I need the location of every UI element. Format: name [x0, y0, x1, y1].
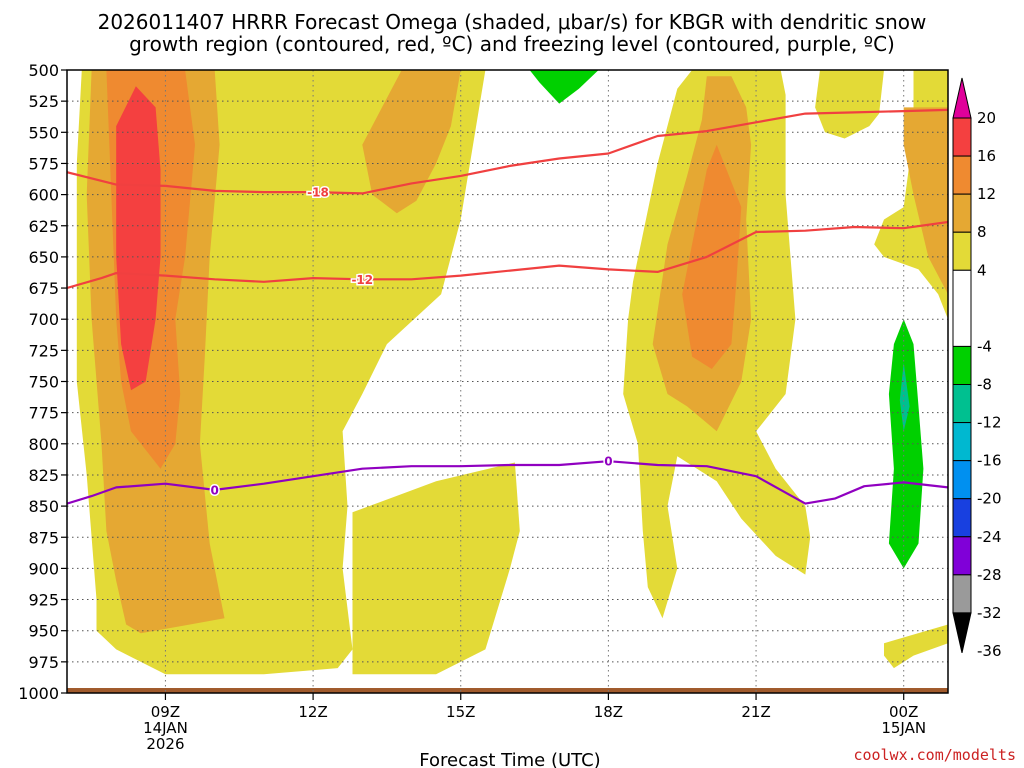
contour-label-freezing-level: 0	[604, 455, 612, 469]
y-tick-label-925: 925	[28, 591, 59, 610]
plot-contours: -18 -12 0 0	[67, 108, 948, 505]
shaded-omega-le-minus8-right	[899, 362, 910, 432]
colorbar-label-8: -16	[977, 452, 1002, 470]
y-tick-label-1000: 1000	[18, 684, 59, 703]
x-tick-label-9-0: 09Z	[151, 703, 180, 721]
y-tick-label-775: 775	[28, 404, 59, 423]
colorbar-label-11: -28	[977, 566, 1002, 584]
colorbar-arrow-bottom	[952, 612, 972, 654]
y-tick-label-500: 500	[28, 61, 59, 80]
x-tick-label-24-1: 15JAN	[881, 719, 926, 737]
contour-label-dgz-minus18: -18	[307, 186, 329, 200]
shaded-omega-ge-4-corner	[884, 624, 948, 669]
x-axis-label: Forecast Time (UTC)	[419, 750, 600, 768]
shaded-omega-ge-16-left	[116, 86, 161, 391]
x-tick-label-15-0: 15Z	[446, 703, 475, 721]
site-credit[interactable]: coolwx.com/modelts	[853, 746, 1016, 764]
colorbar-segment-3	[952, 193, 972, 233]
colorbar-segment-5	[952, 269, 972, 347]
contour-dgz-minus18	[67, 108, 948, 195]
contour-label-dgz-minus12: -12	[351, 273, 373, 287]
y-tick-label-625: 625	[28, 217, 59, 236]
x-tick-label-12-0: 12Z	[298, 703, 327, 721]
contour-freezing-level	[67, 460, 948, 505]
colorbar-segment-9	[952, 460, 972, 500]
y-tick-label-600: 600	[28, 186, 59, 205]
colorbar-segment-8	[952, 422, 972, 462]
colorbar-label-4: 4	[977, 261, 987, 279]
y-axis: 500 525 550 575 600 625 650 675 700 725 750 775 800 8…	[18, 61, 67, 703]
colorbar-label-6: -8	[977, 376, 992, 394]
y-tick-label-825: 825	[28, 466, 59, 485]
colorbar-label-10: -24	[977, 528, 1002, 546]
plot-area	[67, 70, 948, 693]
x-tick-label-21-0: 21Z	[741, 703, 770, 721]
colorbar-segment-1	[952, 117, 972, 157]
contour-label-freezing-level: 0	[210, 483, 218, 497]
contour-dgz-minus12	[67, 220, 948, 290]
y-tick-label-750: 750	[28, 373, 59, 392]
x-tick-label-24-0: 00Z	[889, 703, 918, 721]
shaded-omega-ge-8-upper	[362, 70, 461, 214]
y-tick-label-650: 650	[28, 248, 59, 267]
colorbar-segment-10	[952, 498, 972, 538]
y-tick-label-850: 850	[28, 497, 59, 516]
y-tick-label-575: 575	[28, 154, 59, 173]
y-tick-label-900: 900	[28, 559, 59, 578]
plot-gridlines	[67, 70, 948, 693]
colorbar-label-0: 20	[977, 109, 996, 127]
colorbar-label-2: 12	[977, 185, 996, 203]
y-tick-label-800: 800	[28, 435, 59, 454]
colorbar-segment-12	[952, 574, 972, 614]
shaded-omega-le-minus4-top	[529, 70, 599, 104]
colorbar-segment-11	[952, 536, 972, 576]
colorbar-arrow-top	[952, 77, 972, 119]
y-tick-label-725: 725	[28, 341, 59, 360]
y-tick-label-950: 950	[28, 622, 59, 641]
y-tick-label-975: 975	[28, 653, 59, 672]
colorbar-segment-6	[952, 345, 972, 385]
colorbar-segment-7	[952, 384, 972, 424]
shaded-omega-ge-4-mid	[352, 462, 520, 675]
x-tick-label-9-2: 2026	[146, 735, 184, 753]
y-tick-label-525: 525	[28, 92, 59, 111]
colorbar-label-3: 8	[977, 223, 987, 241]
colorbar-label-1: 16	[977, 147, 996, 165]
y-tick-label-875: 875	[28, 528, 59, 547]
y-tick-label-675: 675	[28, 279, 59, 298]
y-tick-label-550: 550	[28, 123, 59, 142]
colorbar-label-7: -12	[977, 414, 1002, 432]
colorbar-label-13: -36	[977, 642, 1002, 660]
shaded-omega-ge-12-right	[682, 144, 742, 369]
chart-title-line2: growth region (contoured, red, ºC) and f…	[129, 32, 895, 56]
chart-title-line1: 2026011407 HRRR Forecast Omega (shaded, …	[98, 10, 927, 34]
colorbar-segment-4	[952, 231, 972, 271]
colorbar-segment-2	[952, 155, 972, 195]
shaded-omega-ge-8-edge	[903, 107, 948, 295]
shaded-omega-ge-4-far-right	[815, 70, 884, 139]
colorbar-label-12: -32	[977, 604, 1002, 622]
ground-strip	[67, 688, 948, 693]
colorbar-label-5: -4	[977, 337, 992, 355]
colorbar: 20 16 12 8 4 -4 -8 -12 -16 -20 -24 -28 -32 -36	[952, 77, 1002, 660]
colorbar-label-9: -20	[977, 490, 1002, 508]
x-tick-label-18-0: 18Z	[594, 703, 623, 721]
x-tick-label-9-1: 14JAN	[143, 719, 188, 737]
y-tick-label-700: 700	[28, 310, 59, 329]
